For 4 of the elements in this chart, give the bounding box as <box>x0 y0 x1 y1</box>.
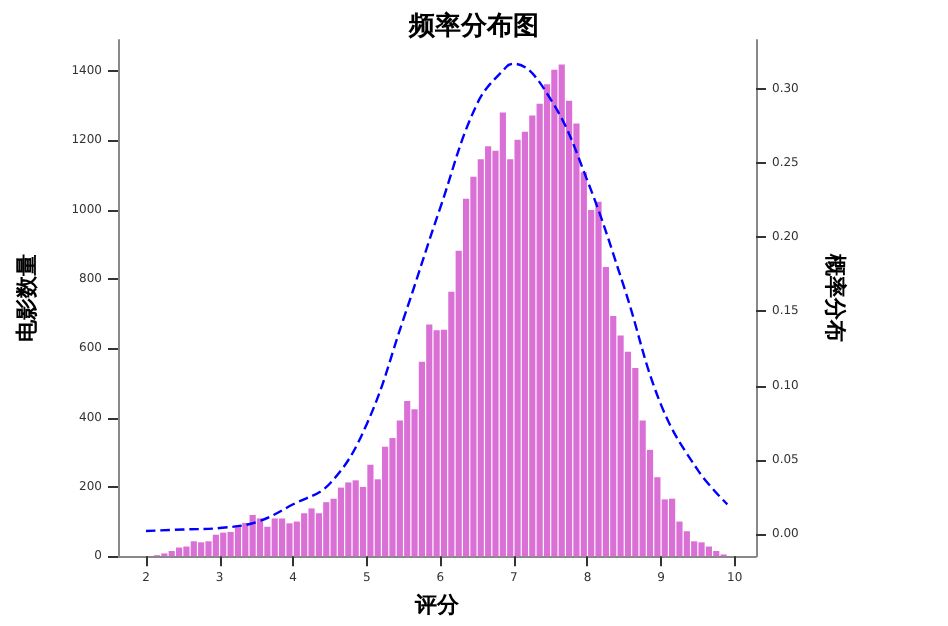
y-axis-title: 电影数量 <box>14 254 40 343</box>
y2-axis-title: 概率分布 <box>822 252 848 343</box>
chart-title: 频率分布图 <box>407 10 539 42</box>
x-axis-title: 评分 <box>413 592 461 618</box>
